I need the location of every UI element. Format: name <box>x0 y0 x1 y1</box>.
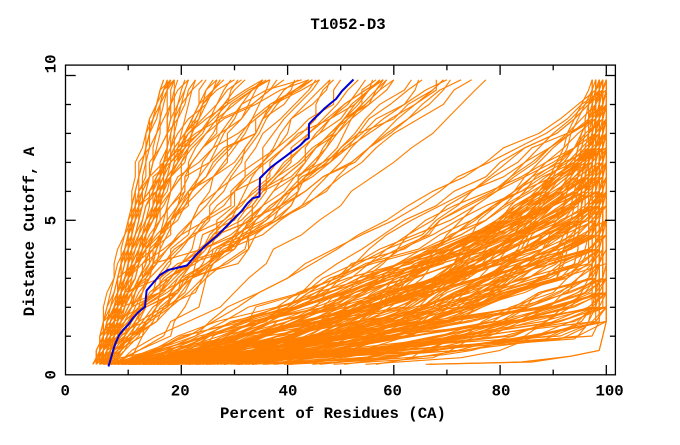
svg-text:10: 10 <box>43 54 61 73</box>
svg-text:80: 80 <box>492 383 511 401</box>
svg-text:0: 0 <box>43 370 61 379</box>
svg-text:T1052-D3: T1052-D3 <box>310 16 385 34</box>
svg-text:Distance Cutoff, A: Distance Cutoff, A <box>21 146 39 316</box>
svg-text:0: 0 <box>60 383 69 401</box>
svg-text:20: 20 <box>171 383 190 401</box>
svg-text:5: 5 <box>43 216 61 225</box>
svg-text:Percent of Residues (CA): Percent of Residues (CA) <box>220 405 446 423</box>
svg-text:100: 100 <box>595 383 623 401</box>
svg-text:60: 60 <box>383 383 402 401</box>
svg-text:40: 40 <box>279 383 298 401</box>
